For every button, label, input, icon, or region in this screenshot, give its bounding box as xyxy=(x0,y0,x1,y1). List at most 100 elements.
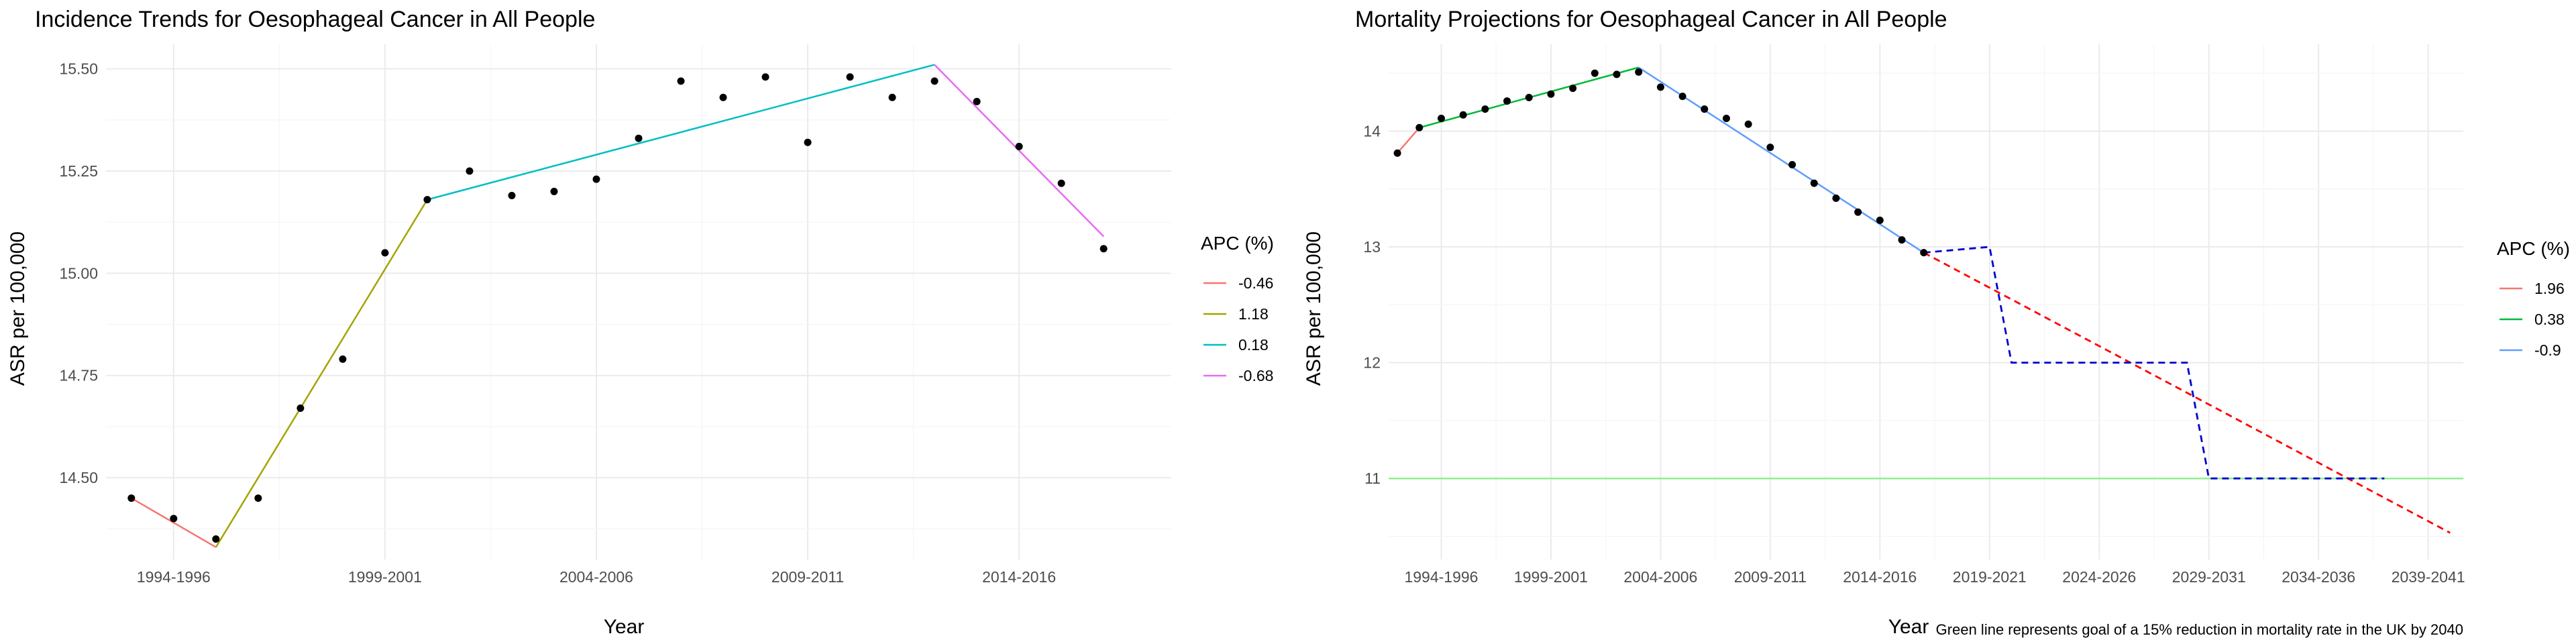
incidence-data-point xyxy=(846,73,854,81)
mortality-chart-title: Mortality Projections for Oesophageal Ca… xyxy=(1355,7,1947,32)
mortality-data-point xyxy=(1876,216,1884,224)
incidence-data-point xyxy=(423,196,431,204)
incidence-data-point xyxy=(254,494,262,502)
incidence-data-point xyxy=(297,404,305,412)
incidence-data-point xyxy=(761,73,769,81)
incidence-y-axis-title: ASR per 100,000 xyxy=(7,231,29,386)
mortality-data-point xyxy=(1701,105,1709,113)
incidence-data-point xyxy=(170,515,178,523)
incidence-data-point xyxy=(635,134,643,142)
mortality-y-tick-label: 12 xyxy=(1363,354,1381,372)
mortality-data-point xyxy=(1832,195,1840,203)
mortality-x-tick-label: 1999-2001 xyxy=(1514,568,1588,586)
incidence-data-point xyxy=(888,93,896,101)
incidence-x-axis-title: Year xyxy=(604,616,645,638)
mortality-caption: Green line represents goal of a 15% redu… xyxy=(1936,621,2463,638)
incidence-x-tick-label: 1999-2001 xyxy=(348,568,422,586)
incidence-legend-label-4: -0.68 xyxy=(1238,367,1273,384)
mortality-data-point xyxy=(1635,68,1643,76)
mortality-data-point xyxy=(1722,114,1730,122)
mortality-x-tick-label: 2004-2006 xyxy=(1623,568,1697,586)
incidence-data-point xyxy=(719,93,727,101)
mortality-data-point xyxy=(1393,149,1401,157)
mortality-legend-label-3: -0.9 xyxy=(2534,341,2561,359)
mortality-data-point xyxy=(1854,208,1862,216)
mortality-x-axis-title: Year xyxy=(1888,616,1929,638)
mortality-legend-label-2: 0.38 xyxy=(2534,311,2565,328)
incidence-data-point xyxy=(677,77,685,85)
mortality-data-point xyxy=(1678,93,1686,101)
mortality-data-point xyxy=(1503,97,1511,105)
incidence-y-tick-label: 15.50 xyxy=(59,60,98,78)
mortality-data-point xyxy=(1656,83,1664,91)
incidence-data-point xyxy=(804,138,812,146)
mortality-data-point xyxy=(1744,120,1752,128)
incidence-x-tick-label: 2004-2006 xyxy=(559,568,633,586)
incidence-segment-line-2 xyxy=(215,199,428,548)
mortality-x-tick-label: 2034-2036 xyxy=(2282,568,2355,586)
mortality-data-point xyxy=(1810,179,1818,187)
mortality-data-point xyxy=(1415,123,1424,131)
incidence-data-point xyxy=(127,494,136,502)
mortality-x-tick-label: 2029-2031 xyxy=(2172,568,2246,586)
mortality-data-point xyxy=(1459,111,1467,119)
incidence-y-tick-label: 14.50 xyxy=(59,469,98,486)
incidence-y-tick-label: 15.00 xyxy=(59,264,98,282)
mortality-legend-title: APC (%) xyxy=(2497,238,2570,259)
incidence-legend-label-1: -0.46 xyxy=(1238,274,1273,292)
mortality-chart: 1994-1996 1999-2001 2004-2006 2009-2011 2014… xyxy=(1303,7,2570,638)
incidence-data-point xyxy=(339,355,347,363)
mortality-data-point xyxy=(1569,85,1577,93)
incidence-legend-label-3: 0.18 xyxy=(1238,336,1269,354)
incidence-y-tick-label: 15.25 xyxy=(59,162,98,180)
incidence-segment-line-4 xyxy=(934,64,1105,237)
mortality-data-point xyxy=(1766,144,1774,152)
incidence-chart-title: Incidence Trends for Oesophageal Cancer … xyxy=(35,7,595,32)
incidence-data-point xyxy=(930,77,938,85)
incidence-chart: 1994-1996 1999-2001 2004-2006 2009-2011 2014… xyxy=(7,7,1274,638)
incidence-data-point xyxy=(1099,245,1108,253)
incidence-y-tick-label: 14.75 xyxy=(59,367,98,384)
mortality-data-point xyxy=(1613,70,1621,78)
mortality-segment-line-3 xyxy=(1638,66,1925,254)
mortality-legend-label-1: 1.96 xyxy=(2534,280,2565,297)
mortality-y-axis-title: ASR per 100,000 xyxy=(1303,231,1325,386)
incidence-data-point xyxy=(1057,179,1065,187)
incidence-data-point xyxy=(466,167,474,175)
incidence-legend-label-2: 1.18 xyxy=(1238,305,1269,323)
incidence-x-tick-label: 2014-2016 xyxy=(982,568,1056,586)
mortality-x-tick-label: 2014-2016 xyxy=(1843,568,1917,586)
incidence-data-point xyxy=(550,187,558,195)
incidence-segment-line-1 xyxy=(131,497,217,548)
mortality-y-tick-label: 13 xyxy=(1363,238,1381,256)
mortality-data-point xyxy=(1437,114,1445,122)
mortality-data-point xyxy=(1898,236,1906,244)
incidence-data-point xyxy=(508,192,516,200)
incidence-x-tick-label: 1994-1996 xyxy=(137,568,211,586)
mortality-data-point xyxy=(1525,93,1533,101)
mortality-x-tick-label: 2039-2041 xyxy=(2392,568,2465,586)
incidence-x-tick-label: 2009-2011 xyxy=(771,568,844,586)
incidence-legend-title: APC (%) xyxy=(1201,233,1274,254)
mortality-y-tick-label: 14 xyxy=(1363,122,1381,140)
incidence-data-point xyxy=(973,97,981,105)
mortality-projection-line-1 xyxy=(1923,252,2451,534)
incidence-data-point xyxy=(1015,142,1023,150)
mortality-projection-line-2 xyxy=(1923,246,2385,480)
incidence-segment-line-3 xyxy=(427,64,935,201)
incidence-data-point xyxy=(212,535,220,543)
mortality-segment-line-1 xyxy=(1397,127,1420,154)
incidence-data-point xyxy=(381,249,389,257)
mortality-data-point xyxy=(1481,105,1489,113)
mortality-data-point xyxy=(1547,90,1555,98)
incidence-data-point xyxy=(592,175,600,183)
mortality-x-tick-label: 2009-2011 xyxy=(1734,568,1807,586)
mortality-data-point xyxy=(1920,249,1928,257)
mortality-data-point xyxy=(1788,160,1796,168)
mortality-y-tick-label: 11 xyxy=(1364,470,1381,487)
mortality-x-tick-label: 2019-2021 xyxy=(1953,568,2027,586)
mortality-data-point xyxy=(1591,69,1599,77)
mortality-x-tick-label: 1994-1996 xyxy=(1404,568,1478,586)
mortality-x-tick-label: 2024-2026 xyxy=(2062,568,2136,586)
